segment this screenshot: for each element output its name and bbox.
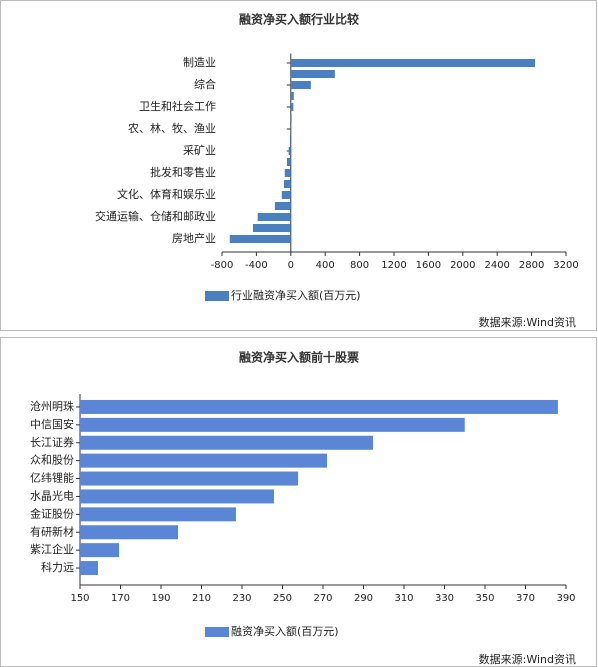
x-tick-label: -400 <box>245 260 268 271</box>
bar <box>80 507 236 522</box>
chart-title: 融资净买入额前十股票 <box>239 350 359 365</box>
bar <box>290 92 294 100</box>
bar <box>80 471 299 486</box>
legend-swatch <box>205 627 229 637</box>
x-tick-label: 370 <box>516 593 535 604</box>
x-tick-label: 290 <box>354 593 373 604</box>
bar <box>284 169 291 177</box>
y-tick-label: 采矿业 <box>183 144 216 157</box>
y-tick-label: 亿纬锂能 <box>30 471 74 485</box>
chart-title: 融资净买入额行业比较 <box>239 12 359 27</box>
source: 数据来源:Wind资讯 <box>479 652 576 666</box>
x-tick-label: 390 <box>556 593 575 604</box>
bar <box>80 525 179 540</box>
bar <box>229 235 291 243</box>
legend-label: 融资净买入额(百万元) <box>231 624 339 638</box>
y-tick-label: 紫江企业 <box>30 542 74 556</box>
y-tick-label: 金证股份 <box>30 506 74 520</box>
x-tick-label: 150 <box>70 593 89 604</box>
y-tick-label: 综合 <box>194 77 216 91</box>
x-tick-label: 2000 <box>450 260 475 271</box>
y-tick-label: 交通运输、仓储和邮政业 <box>95 209 216 223</box>
x-tick-label: 2400 <box>484 260 509 271</box>
bar <box>290 81 311 89</box>
y-tick-label: 众和股份 <box>30 454 74 467</box>
bar <box>288 147 291 155</box>
legend-label: 行业融资净买入额(百万元) <box>231 288 361 302</box>
y-tick-label: 沧州明珠 <box>30 399 74 413</box>
x-tick-label: 400 <box>316 260 335 271</box>
y-tick-label: 农、林、牧、渔业 <box>128 121 216 135</box>
source: 数据来源:Wind资讯 <box>479 315 576 329</box>
x-tick-label: 310 <box>394 593 413 604</box>
bar <box>283 180 291 188</box>
x-tick-label: 330 <box>435 593 454 604</box>
bar <box>290 70 335 78</box>
y-tick-label: 卫生和社会工作 <box>139 99 216 113</box>
x-tick-label: -800 <box>211 260 234 271</box>
bar <box>80 453 328 468</box>
bar <box>281 191 291 199</box>
bar <box>286 158 291 166</box>
x-tick-label: 270 <box>313 593 332 604</box>
x-tick-label: 1600 <box>416 260 441 271</box>
y-tick-label: 批发和零售业 <box>150 165 216 179</box>
y-tick-label: 房地产业 <box>172 231 216 245</box>
bar <box>290 59 536 67</box>
bar <box>289 136 291 144</box>
bar <box>290 103 294 111</box>
bar <box>80 543 120 558</box>
bar <box>274 202 291 210</box>
x-tick-label: 800 <box>350 260 369 271</box>
bar <box>80 435 374 450</box>
bar <box>252 224 291 232</box>
bar <box>80 489 274 504</box>
x-tick-label: 230 <box>232 593 251 604</box>
y-tick-label: 中信国安 <box>30 417 74 431</box>
legend-swatch <box>205 291 229 301</box>
bar <box>290 114 292 122</box>
x-tick-label: 2800 <box>519 260 544 271</box>
x-tick-label: 170 <box>111 593 130 604</box>
y-tick-label: 水晶光电 <box>30 488 74 502</box>
x-tick-label: 250 <box>273 593 292 604</box>
y-tick-label: 文化、体育和娱乐业 <box>117 187 216 201</box>
y-tick-label: 制造业 <box>183 55 216 69</box>
x-tick-label: 350 <box>475 593 494 604</box>
x-tick-label: 0 <box>288 260 294 271</box>
bar <box>80 399 558 414</box>
y-tick-label: 科力远 <box>41 560 74 574</box>
x-tick-label: 210 <box>192 593 211 604</box>
panel-border <box>0 0 597 331</box>
y-tick-label: 长江证券 <box>30 435 74 449</box>
x-tick-label: 190 <box>151 593 170 604</box>
bar <box>80 417 465 432</box>
x-tick-label: 1200 <box>381 260 406 271</box>
x-tick-label: 3200 <box>553 260 578 271</box>
bar <box>257 213 291 221</box>
y-tick-label: 有研新材 <box>30 524 74 538</box>
bar <box>80 561 99 576</box>
